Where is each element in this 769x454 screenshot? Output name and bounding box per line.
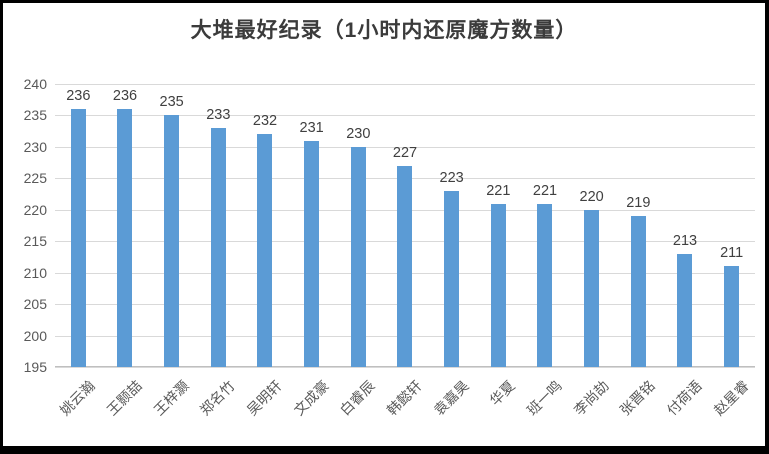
bar-slot: 220 — [568, 84, 615, 367]
bar-slot: 236 — [55, 84, 102, 367]
y-axis-tick-label: 240 — [23, 76, 47, 92]
gridline-y-235 — [55, 115, 755, 117]
plot-area: 240 235 230 225 220 215 210 205 200 195 236 姚云瀚 236 王… — [24, 77, 755, 418]
y-axis-tick-label: 230 — [23, 138, 47, 155]
x-axis-category-label: 付荷语 — [663, 377, 705, 419]
bar-韩懿轩 — [397, 165, 413, 367]
x-axis-category-label: 华夏 — [486, 377, 519, 409]
bar-value-label: 221 — [532, 182, 558, 199]
gridline-y-230 — [55, 146, 755, 148]
bar-slot: 219 — [615, 84, 662, 367]
bar-value-label: 230 — [346, 125, 371, 142]
gridline-y-195 — [55, 367, 755, 368]
bar-袁嘉昊 — [444, 190, 460, 367]
bar-张晋铭 — [630, 216, 646, 367]
bar-slot: 233 — [195, 84, 242, 367]
x-axis-category-label: 白睿辰 — [337, 377, 379, 419]
bar-文成豪 — [304, 140, 320, 367]
bar-slot: 235 — [148, 84, 195, 367]
bar-value-label: 219 — [626, 195, 651, 212]
x-axis-category-label: 郑名竹 — [197, 377, 239, 419]
bar-value-label: 233 — [206, 107, 231, 124]
bar-value-label: 211 — [720, 245, 744, 262]
bar-王梓灏 — [164, 115, 180, 367]
y-axis-tick-label: 210 — [23, 264, 47, 281]
bar-value-label: 223 — [439, 169, 464, 186]
y-axis-tick-label: 215 — [23, 233, 47, 250]
bar-value-label: 236 — [66, 88, 91, 105]
bar-slot: 227 — [382, 84, 429, 367]
bar-吴明轩 — [257, 134, 273, 367]
x-axis-category-label: 王颢喆 — [103, 377, 145, 419]
gridline-y-240 — [55, 84, 755, 85]
bar-value-label: 221 — [486, 182, 511, 199]
bar-白睿辰 — [350, 146, 366, 367]
bar-付荷语 — [677, 253, 693, 367]
bar-班一鸣 — [537, 203, 553, 367]
bar-slot: 221 — [522, 84, 569, 367]
y-axis-tick-label: 235 — [23, 107, 47, 124]
chart-title: 大堆最好纪录（1小时内还原魔方数量） — [190, 19, 578, 42]
bar-value-label: 227 — [392, 144, 418, 161]
bar-value-label: 232 — [252, 113, 278, 130]
bar-value-label: 220 — [579, 188, 604, 205]
bar-slot: 232 — [242, 84, 289, 367]
x-axis-category-label: 李尚劼 — [570, 377, 612, 419]
bar-value-label: 236 — [112, 88, 138, 105]
y-axis-tick-label: 195 — [23, 359, 47, 375]
bar-slot: 213 — [662, 84, 709, 367]
x-axis-category-label: 赵星睿 — [710, 377, 752, 419]
y-axis-tick-label: 200 — [23, 327, 47, 344]
bar-姚云瀚 — [70, 109, 86, 367]
bar-李尚劼 — [584, 209, 600, 367]
y-axis-tick-label: 220 — [23, 201, 47, 218]
bar-slot: 230 — [335, 84, 382, 367]
x-axis-category-label: 文成豪 — [290, 377, 332, 419]
bar-value-label: 235 — [159, 94, 184, 111]
y-axis-tick-label: 225 — [23, 170, 47, 187]
bar-slot: 223 — [428, 84, 475, 367]
bar-slot: 211 — [708, 84, 755, 367]
bar-赵星睿 — [724, 266, 740, 367]
bar-王颢喆 — [117, 109, 133, 367]
bar-value-label: 231 — [299, 119, 324, 136]
bar-value-label: 213 — [672, 232, 698, 249]
x-axis-category-label: 王梓灏 — [150, 377, 192, 419]
x-axis-category-label: 姚云瀚 — [57, 377, 99, 419]
bar-slot: 231 — [288, 84, 335, 367]
bar-郑名竹 — [210, 128, 226, 367]
bar-华夏 — [490, 203, 506, 367]
bar-slot: 221 — [475, 84, 522, 367]
x-axis-category-label: 班一鸣 — [523, 377, 565, 419]
x-axis-category-label: 张晋铭 — [617, 377, 659, 419]
y-axis-tick-label: 205 — [23, 296, 47, 313]
x-axis-category-label: 袁嘉昊 — [430, 377, 472, 419]
x-axis-category-label: 吴明轩 — [243, 377, 285, 419]
x-axis-category-label: 韩懿轩 — [383, 377, 425, 419]
bar-slot: 236 — [102, 84, 149, 367]
